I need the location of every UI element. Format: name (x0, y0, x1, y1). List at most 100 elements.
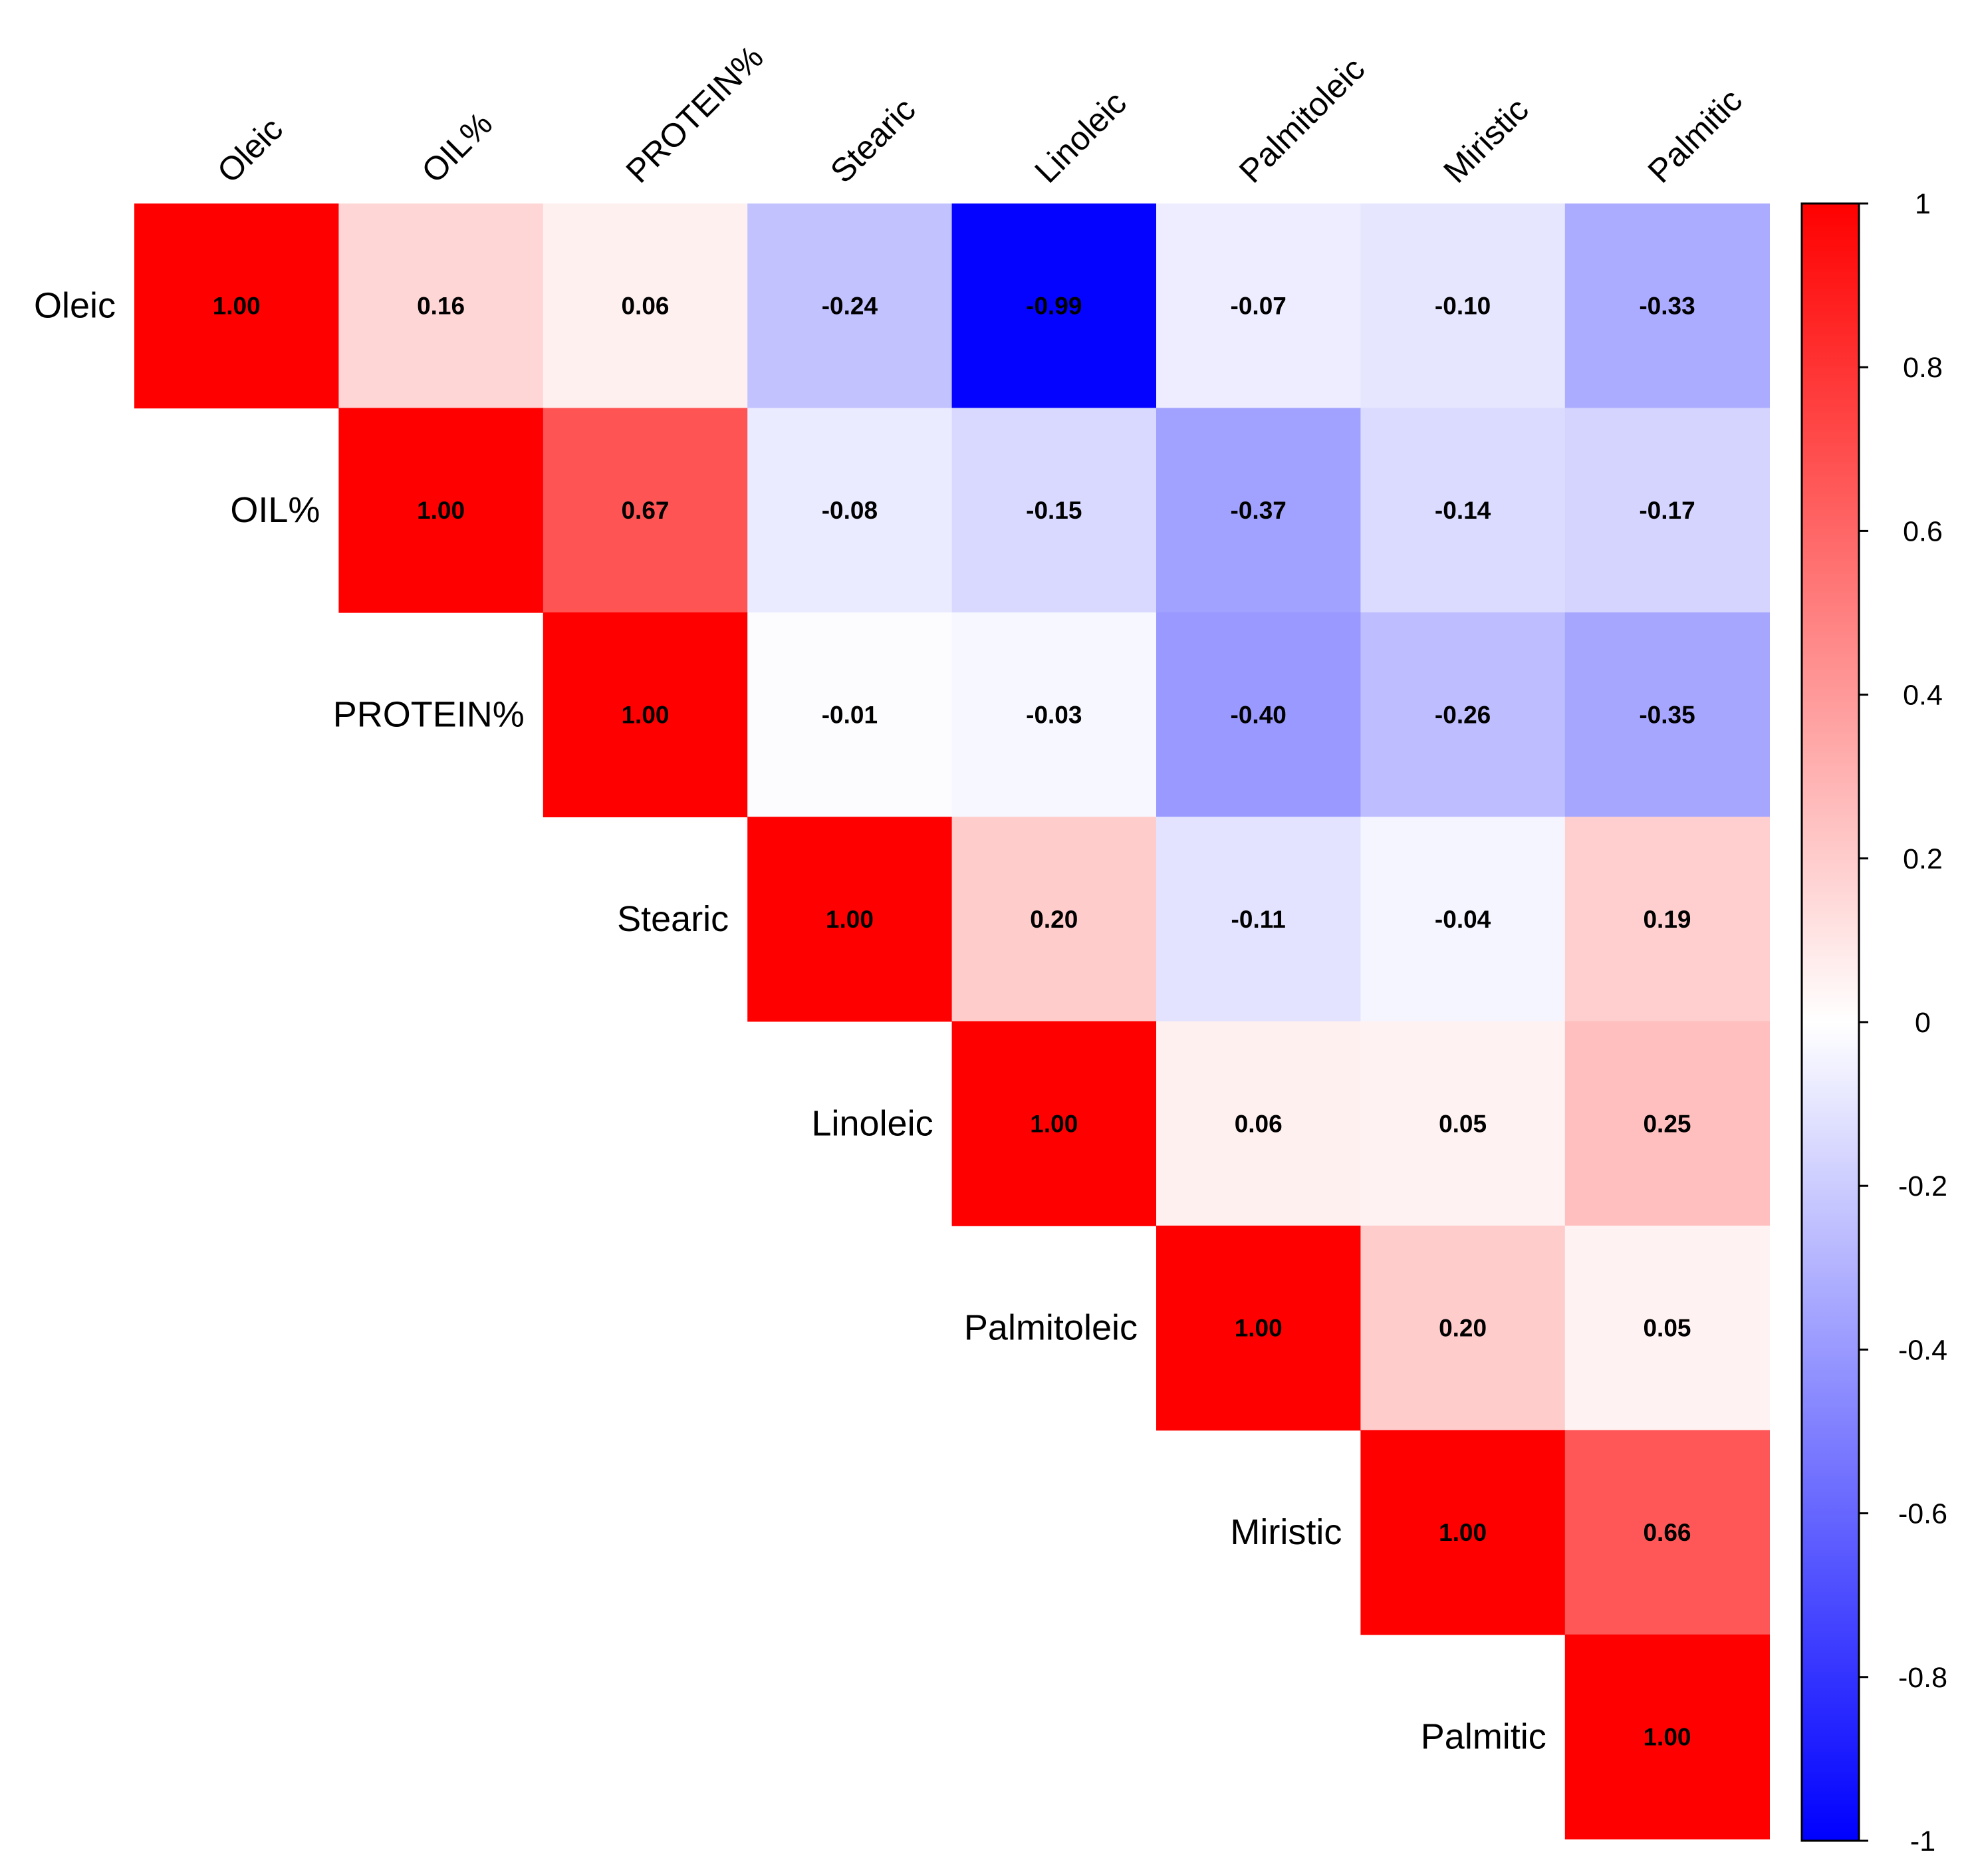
column-label: Miristic (1436, 90, 1536, 190)
row-label: Palmitic (1421, 1717, 1546, 1757)
heatmap-cell-OIL%-Palmitic (1564, 408, 1770, 613)
cell-value-label: -0.01 (822, 702, 878, 729)
heatmap-cell-values: 1.00 0.16 0.06 -0.24 -0.99 -0.07 -0.10 -0.33 1.0… (213, 293, 1695, 1751)
colorbar-tick-label: -0.2 (1898, 1170, 1947, 1202)
heatmap-cell-Linoleic-Linoleic (951, 1021, 1157, 1226)
cell-value-label: 0.06 (1235, 1110, 1283, 1137)
cell-value-label: -0.11 (1231, 906, 1286, 933)
column-labels: Oleic OIL% PROTEIN% Stearic Linoleic Palmitol… (210, 39, 1749, 190)
cell-value-label: -0.08 (822, 497, 878, 524)
colorbar-tick-label: -1 (1910, 1825, 1935, 1857)
cell-value-label: 0.67 (621, 497, 669, 524)
cell-value-label: -0.33 (1639, 293, 1695, 320)
heatmap-cell-OIL%-Miristic (1360, 408, 1566, 613)
cell-value-label: -0.37 (1231, 497, 1287, 524)
heatmap-cell-Linoleic-Palmitic (1564, 1021, 1770, 1226)
cell-value-label: -0.04 (1435, 906, 1491, 933)
colorbar-tick-label: 0 (1915, 1007, 1931, 1039)
cell-value-label: 0.20 (1030, 906, 1078, 933)
heatmap-cell-Miristic-Miristic (1360, 1430, 1566, 1635)
heatmap-cell-Linoleic-Miristic (1360, 1021, 1566, 1226)
heatmap-cells (134, 203, 1770, 1839)
column-label: Linoleic (1027, 84, 1133, 190)
heatmap-cell-OIL%-Palmitoleic (1156, 408, 1362, 613)
heatmap-cell-OIL%-OIL% (338, 408, 544, 613)
heatmap-cell-Stearic-Stearic (747, 817, 953, 1022)
row-label: Linoleic (811, 1103, 933, 1143)
cell-value-label: -0.03 (1026, 702, 1082, 729)
heatmap-cell-OIL%-PROTEIN% (543, 408, 748, 613)
column-label: OIL% (414, 105, 499, 190)
cell-value-label: -0.10 (1435, 293, 1491, 320)
colorbar-tick-label: -0.8 (1898, 1662, 1947, 1694)
cell-value-label: 0.16 (417, 293, 465, 320)
cell-value-label: -0.15 (1026, 497, 1082, 524)
heatmap-cell-PROTEIN%-Stearic (747, 612, 953, 817)
column-label: Stearic (823, 90, 923, 190)
colorbar-tick-label: 0.2 (1903, 843, 1943, 875)
heatmap-cell-Linoleic-Palmitoleic (1156, 1021, 1362, 1226)
row-label: PROTEIN% (333, 695, 525, 735)
heatmap-cell-Oleic-Palmitoleic (1156, 203, 1362, 409)
heatmap-cell-PROTEIN%-PROTEIN% (543, 612, 748, 817)
colorbar-ticks: 1 0.8 0.6 0.4 0.2 0 -0.2 -0.4 -0.6 -0.8 -1 (1859, 188, 1947, 1857)
cell-value-label: 0.05 (1643, 1315, 1691, 1342)
heatmap-cell-Palmitic-Palmitic (1564, 1634, 1770, 1839)
heatmap-cell-PROTEIN%-Miristic (1360, 612, 1566, 817)
colorbar-tick-label: -0.4 (1898, 1334, 1947, 1366)
cell-value-label: 1.00 (1439, 1519, 1487, 1546)
cell-value-label: -0.26 (1435, 702, 1491, 729)
cell-value-label: 0.25 (1643, 1110, 1691, 1137)
heatmap-cell-Oleic-Oleic (134, 203, 340, 409)
heatmap-cell-PROTEIN%-Linoleic (951, 612, 1157, 817)
heatmap-cell-Oleic-Stearic (747, 203, 953, 409)
colorbar: 1 0.8 0.6 0.4 0.2 0 -0.2 -0.4 -0.6 -0.8 -1 (1800, 188, 1947, 1857)
heatmap-cell-Miristic-Palmitic (1564, 1430, 1770, 1635)
cell-value-label: -0.17 (1639, 497, 1695, 524)
row-label: Stearic (617, 899, 729, 939)
heatmap-cell-Oleic-Linoleic (951, 203, 1157, 409)
cell-value-label: 0.20 (1439, 1315, 1487, 1342)
column-label: PROTEIN% (619, 39, 771, 190)
column-label: Oleic (210, 110, 290, 190)
cell-value-label: -0.40 (1231, 702, 1287, 729)
heatmap-cell-Palmitoleic-Miristic (1360, 1226, 1566, 1431)
cell-value-label: -0.07 (1231, 293, 1287, 320)
heatmap-cell-PROTEIN%-Palmitic (1564, 612, 1770, 817)
heatmap-cell-Oleic-Palmitic (1564, 203, 1770, 409)
cell-value-label: 1.00 (213, 293, 261, 320)
row-label: Palmitoleic (964, 1308, 1138, 1348)
cell-value-label: 0.06 (621, 293, 669, 320)
colorbar-tick-label: 1 (1915, 188, 1931, 220)
colorbar-tick-label: -0.6 (1898, 1498, 1947, 1530)
heatmap-cell-Stearic-Palmitoleic (1156, 817, 1362, 1022)
colorbar-tick-label: 0.8 (1903, 352, 1943, 384)
cell-value-label: 0.66 (1643, 1519, 1691, 1546)
cell-value-label: 1.00 (1643, 1724, 1691, 1751)
heatmap-cell-Palmitoleic-Palmitic (1564, 1226, 1770, 1431)
column-label: Palmitic (1641, 81, 1749, 190)
column-label: Palmitoleic (1232, 50, 1372, 190)
heatmap-cell-Palmitoleic-Palmitoleic (1156, 1226, 1362, 1431)
heatmap-cell-Oleic-OIL% (338, 203, 544, 409)
cell-value-label: 1.00 (826, 906, 874, 933)
heatmap-cell-Oleic-PROTEIN% (543, 203, 748, 409)
cell-value-label: 1.00 (417, 497, 465, 524)
heatmap-cell-OIL%-Stearic (747, 408, 953, 613)
cell-value-label: 1.00 (1235, 1315, 1283, 1342)
row-label: Miristic (1230, 1512, 1342, 1552)
cell-value-label: 0.19 (1643, 906, 1691, 933)
cell-value-label: -0.14 (1435, 497, 1491, 524)
colorbar-gradient (1800, 202, 1860, 1842)
row-labels: Oleic OIL% PROTEIN% Stearic Linoleic Palmitol… (34, 286, 1546, 1757)
cell-value-label: 0.05 (1439, 1110, 1487, 1137)
heatmap-cell-PROTEIN%-Palmitoleic (1156, 612, 1362, 817)
cell-value-label: -0.24 (822, 293, 878, 320)
heatmap-cell-Stearic-Linoleic (951, 817, 1157, 1022)
cell-value-label: 1.00 (1030, 1110, 1078, 1137)
heatmap-cell-Stearic-Miristic (1360, 817, 1566, 1022)
cell-value-label: -0.35 (1639, 702, 1695, 729)
row-label: Oleic (34, 286, 116, 326)
cell-value-label: 1.00 (621, 702, 669, 729)
cell-value-label: -0.99 (1026, 293, 1082, 320)
